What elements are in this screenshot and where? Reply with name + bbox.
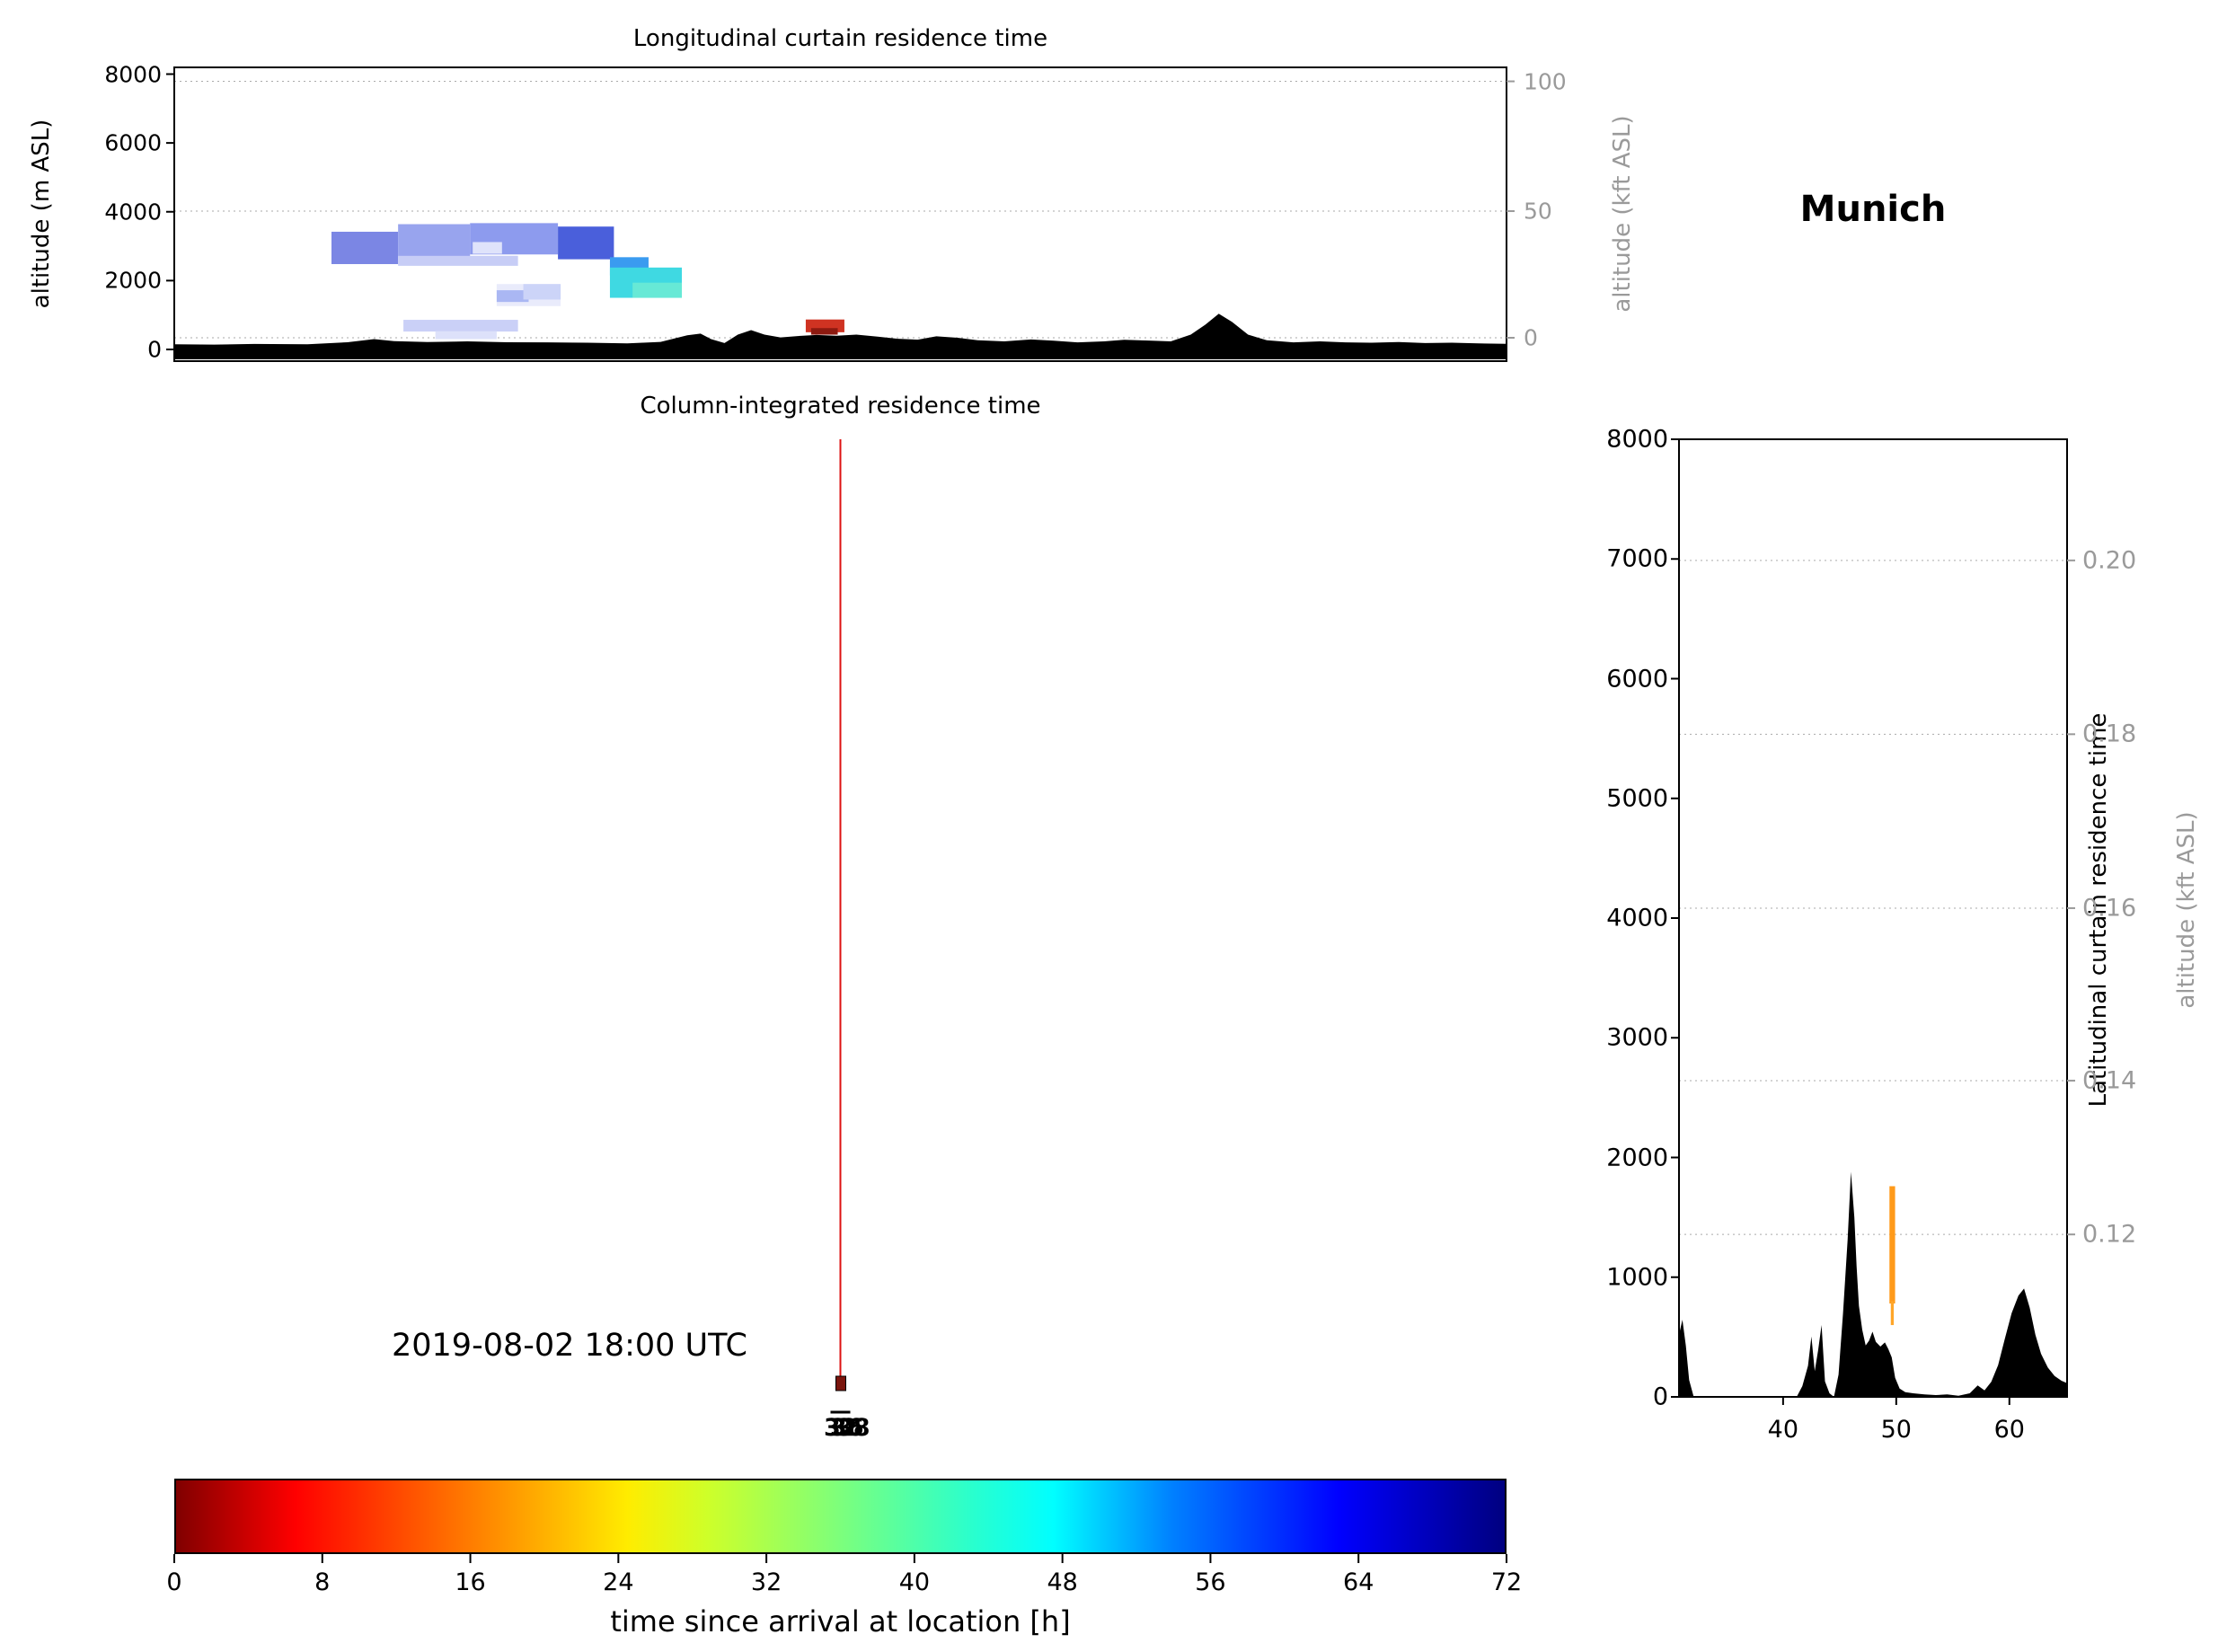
latitudinal-ytick-label: 4000 — [1606, 904, 1668, 932]
longitudinal-ytick-label: 4000 — [104, 199, 162, 225]
arrival-marker — [835, 1375, 846, 1391]
latitudinal-ytick-label: 2000 — [1606, 1144, 1668, 1171]
location-title: Munich — [1799, 189, 1947, 230]
longitudinal-ytick-label: 0 — [147, 336, 162, 363]
arrival-timestamp: 2019-08-02 18:00 UTC — [392, 1328, 747, 1364]
overlapped-tick-label: 36 — [830, 1414, 864, 1442]
colorbar-tick-label: 16 — [455, 1568, 486, 1596]
latitudinal-ytick-label: 0 — [1652, 1383, 1668, 1411]
longitudinal-right-ytick-label: 0 — [1524, 324, 1538, 351]
colorbar-tick-label: 64 — [1343, 1568, 1374, 1596]
latitudinal-ytick-label: 6000 — [1606, 665, 1668, 693]
residence-patch — [523, 284, 561, 300]
longitudinal-ytick-label: 2000 — [104, 267, 162, 294]
column-panel-title: Column-integrated residence time — [640, 393, 1041, 420]
longitudinal-right-ytick-label: 100 — [1524, 68, 1567, 95]
altitude-kft-label-top: altitude (kft ASL) — [1609, 115, 1636, 313]
latitudinal-ytick-label: 5000 — [1606, 784, 1668, 813]
residence-patch — [632, 282, 683, 298]
colorbar-tick-label: 32 — [750, 1568, 782, 1596]
altitude-m-asl-label: altitude (m ASL) — [28, 119, 55, 309]
residence-patch — [331, 231, 399, 264]
colorbar-tick-label: 40 — [898, 1568, 931, 1596]
colorbar-tick-label: 56 — [1195, 1568, 1226, 1596]
overlapped-tick-label: 32 — [824, 1414, 858, 1442]
latitudinal-xtick-label: 50 — [1880, 1416, 1912, 1444]
residence-patch — [435, 331, 497, 340]
munich-residence-bar — [1890, 1301, 1895, 1326]
colorbar-label: time since arrival at location [h] — [610, 1604, 1071, 1639]
latitudinal-right-ytick-label: 0.18 — [2082, 720, 2137, 748]
altitude-kft-label-right: altitude (kft ASL) — [2173, 811, 2200, 1009]
terrain-longitudinal — [174, 314, 1507, 359]
longitudinal-ytick-label: 8000 — [104, 61, 162, 87]
colorbar-tick-label: 24 — [603, 1568, 634, 1596]
latitudinal-ytick-label: 8000 — [1606, 425, 1668, 454]
longitudinal-right-ytick-label: 50 — [1524, 198, 1552, 225]
residence-patch — [398, 224, 471, 257]
latitudinal-xtick-label: 40 — [1767, 1416, 1799, 1444]
residence-patch — [398, 255, 518, 266]
panel-border-latitudinal — [1678, 438, 2068, 1398]
residence-patch — [403, 320, 518, 332]
colorbar-tick-label: 8 — [314, 1568, 331, 1596]
overlapped-tick-label: 38 — [836, 1414, 870, 1442]
residence-patch — [496, 290, 529, 303]
longitudinal-ytick-label: 6000 — [104, 129, 162, 156]
panel-border-longitudinal — [173, 66, 1507, 362]
residence-patch — [473, 242, 502, 254]
latitudinal-right-ytick-label: 0.16 — [2082, 894, 2137, 923]
latitudinal-right-ytick-label: 0.12 — [2082, 1220, 2137, 1249]
colorbar-tick-label: 0 — [166, 1568, 182, 1596]
residence-patch — [558, 226, 614, 260]
munich-residence-bar — [1889, 1186, 1895, 1304]
latitudinal-right-ytick-label: 0.20 — [2082, 546, 2137, 575]
terrain-latitudinal — [1679, 1171, 2067, 1397]
latitudinal-xtick-label: 60 — [1993, 1416, 2025, 1444]
latitudinal-ytick-label: 3000 — [1606, 1023, 1668, 1052]
latitudinal-right-ytick-label: 0.14 — [2082, 1066, 2137, 1095]
latitudinal-ytick-label: 7000 — [1606, 544, 1668, 573]
colorbar — [174, 1479, 1507, 1554]
longitudinal-panel-title: Longitudinal curtain residence time — [632, 25, 1048, 52]
residence-patch — [810, 328, 838, 335]
latitudinal-ytick-label: 1000 — [1606, 1263, 1668, 1292]
colorbar-tick-label: 48 — [1047, 1568, 1078, 1596]
colorbar-tick-label: 72 — [1490, 1568, 1523, 1596]
